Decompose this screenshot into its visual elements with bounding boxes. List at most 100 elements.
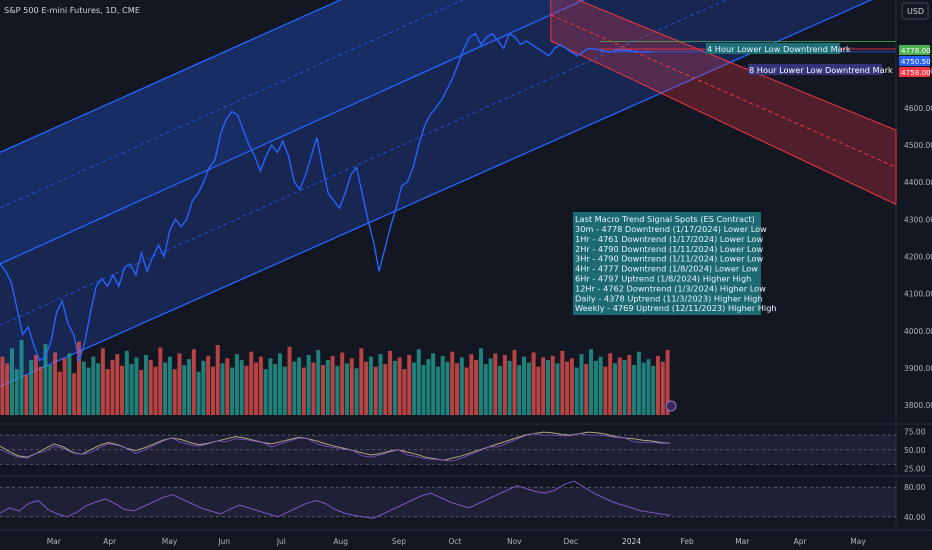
currency-label: USD [907, 7, 924, 16]
volume-bar [115, 354, 120, 415]
volume-bar [72, 373, 77, 415]
signal-box-line: Daily - 4378 Uptrend (11/3/2023) Higher … [575, 293, 763, 303]
volume-bar [263, 369, 268, 415]
volume-bar [498, 365, 503, 415]
volume-bar [258, 356, 263, 415]
volume-bar [407, 355, 412, 415]
volume-bar [206, 355, 211, 415]
volume-bar [541, 357, 546, 415]
volume-bar [493, 353, 498, 415]
volume-bar [134, 357, 139, 415]
volume-bar [569, 358, 574, 415]
volume-bar [129, 364, 134, 415]
volume-bar [306, 355, 311, 415]
price-label-box-2 [899, 67, 930, 77]
signal-box-line: 6Hr - 4797 Uptrend (1/8/2024) Higher Hig… [575, 274, 751, 284]
price-label-box-1 [899, 56, 930, 66]
time-tick-label: Sep [392, 537, 406, 546]
price-label-2: 4758.00 [901, 68, 931, 77]
volume-bar [388, 350, 393, 415]
volume-bar [598, 356, 603, 415]
price-tick-label: 4500.00 [904, 141, 932, 150]
channel-lower-line [0, 0, 873, 388]
volume-bar [143, 355, 148, 415]
volume-bar [62, 358, 67, 415]
time-tick-label: Apr [103, 537, 117, 546]
volume-bar [187, 359, 192, 415]
volume-bar [196, 371, 201, 415]
lightning-icon[interactable] [665, 400, 677, 412]
rsi-tick-label: 50.00 [904, 446, 926, 455]
price-label-1: 4750.50 [901, 57, 931, 66]
volume-bar [455, 363, 460, 415]
volume-bar [330, 355, 335, 415]
volume-bar [210, 366, 215, 415]
volume-bar [225, 358, 230, 415]
volume-bar [53, 352, 58, 415]
volume-bar [656, 355, 661, 415]
price-line[interactable] [0, 32, 651, 364]
volume-bar [76, 341, 81, 415]
time-tick-label: Mar [735, 537, 750, 546]
volume-bar [230, 367, 235, 415]
volume-bar [349, 358, 354, 415]
time-tick-label: May [162, 537, 178, 546]
volume-bar [411, 362, 416, 415]
volume-bar [14, 369, 19, 415]
oscillator-line [0, 480, 671, 519]
volume-bar [277, 353, 282, 415]
volume-bar [531, 352, 536, 415]
volume-bar [81, 361, 86, 415]
price-tick-label: 4100.00 [904, 290, 932, 299]
volume-bar [507, 360, 512, 415]
time-tick-label: Feb [681, 537, 695, 546]
upper-mark-text: 4 Hour Lower Low Downtrend Mark [707, 44, 851, 54]
volume-bar [469, 354, 474, 415]
volume-bar [603, 366, 608, 415]
volume-bar [33, 355, 38, 415]
volume-bar [110, 360, 115, 415]
signal-box-line: 2Hr - 4790 Downtrend (1/11/2024) Lower L… [575, 244, 763, 254]
volume-bar [364, 361, 369, 415]
volume-bar [426, 359, 431, 415]
signal-box-line: 1Hr - 4761 Downtrend (1/17/2024) Lower L… [575, 234, 763, 244]
volume-bar [636, 351, 641, 415]
volume-bar [383, 364, 388, 415]
currency-button[interactable] [901, 2, 929, 20]
volume-bar [359, 348, 364, 415]
volume-bar [589, 349, 594, 415]
signal-box [573, 212, 761, 315]
volume-bar [450, 351, 455, 415]
volume-bar [397, 357, 402, 415]
volume-bar [67, 353, 72, 415]
time-tick-label: Aug [333, 537, 348, 546]
volume-bar [612, 363, 617, 415]
time-tick-label: Mar [47, 537, 62, 546]
volume-bar [148, 360, 153, 415]
volume-bar [57, 371, 62, 415]
volume-bar [488, 358, 493, 415]
volume-bar [86, 367, 91, 415]
chart-title: S&P 500 E-mini Futures, 1D, CME [4, 5, 140, 15]
volume-bar [536, 366, 541, 415]
volume-bar [120, 365, 125, 415]
signal-box-line: 30m - 4778 Downtrend (1/17/2024) Lower L… [575, 224, 767, 234]
time-tick-label: 2024 [622, 537, 641, 546]
volume-bar [244, 365, 249, 415]
volume-bar [440, 355, 445, 415]
volume-bar [201, 360, 206, 415]
price-tick-label: 4300.00 [904, 215, 932, 224]
price-tick-label: 3800.00 [904, 401, 932, 410]
volume-bar [464, 367, 469, 415]
volume-bar [163, 362, 168, 415]
time-tick-label: Nov [507, 537, 522, 546]
volume-bar [483, 364, 488, 415]
signal-box-line: 12Hr - 4762 Downtrend (1/3/2024) Higher … [575, 283, 766, 293]
volume-bar [502, 355, 507, 415]
volume-bar [627, 355, 632, 415]
volume-bar [641, 362, 646, 415]
volume-bar [311, 362, 316, 415]
volume-bar [29, 360, 34, 415]
volume-bar [273, 364, 278, 415]
